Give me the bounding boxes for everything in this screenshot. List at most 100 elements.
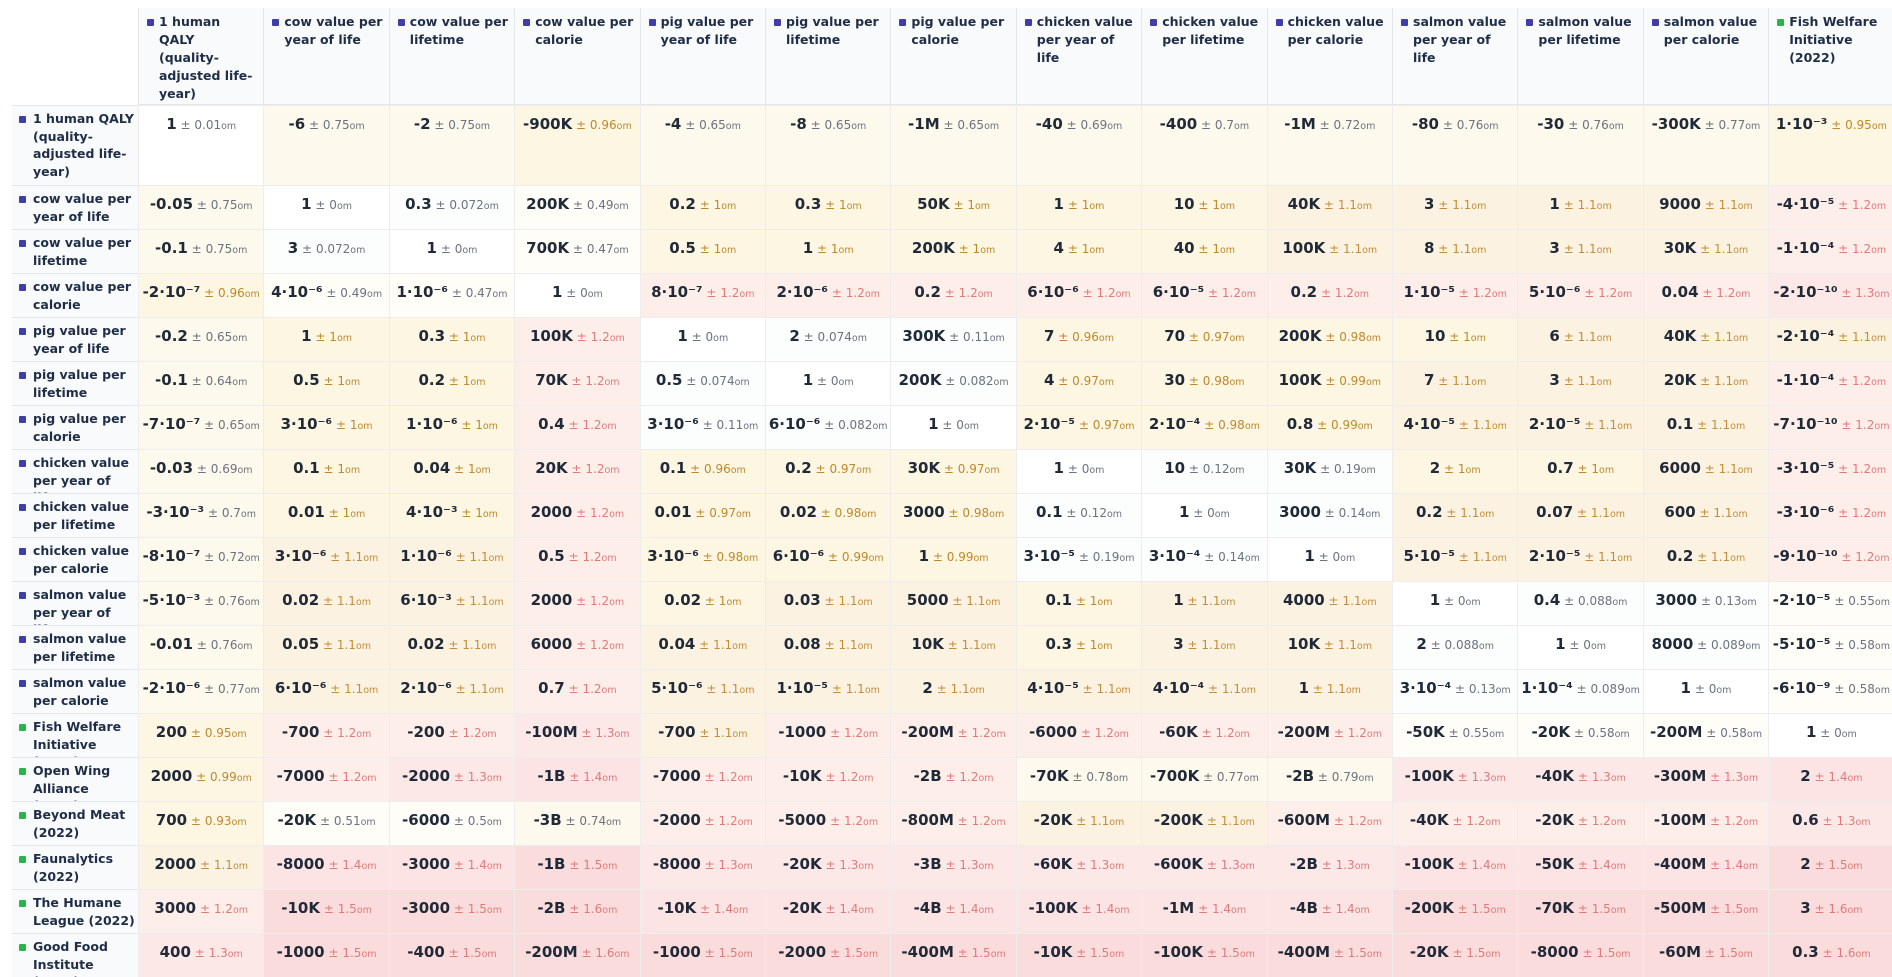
row-header[interactable]: cow value per lifetime: [12, 229, 138, 273]
matrix-cell[interactable]: -2·10⁻⁵ ± 0.55om: [1768, 581, 1892, 625]
matrix-cell[interactable]: -50K ± 0.55om: [1392, 713, 1518, 757]
matrix-cell[interactable]: 0.01 ± 1om: [263, 493, 389, 537]
matrix-cell[interactable]: -100K ± 1.5om: [1141, 933, 1267, 977]
matrix-cell[interactable]: 2 ± 1.5om: [1768, 845, 1892, 889]
matrix-cell[interactable]: -8000 ± 1.3om: [639, 845, 765, 889]
matrix-cell[interactable]: 200K ± 0.49om: [514, 185, 640, 229]
matrix-cell[interactable]: -2B ± 1.6om: [514, 889, 640, 933]
matrix-cell[interactable]: -10K ± 1.5om: [1015, 933, 1142, 977]
matrix-cell[interactable]: 0.2 ± 1om: [639, 185, 765, 229]
matrix-cell[interactable]: 0.2 ± 1.2om: [890, 273, 1016, 317]
matrix-cell[interactable]: -300K ± 0.77om: [1642, 105, 1769, 185]
matrix-cell[interactable]: -300M ± 1.3om: [1642, 757, 1769, 801]
matrix-cell[interactable]: 200K ± 0.082om: [890, 361, 1016, 405]
matrix-cell[interactable]: -70K ± 0.78om: [1015, 757, 1142, 801]
matrix-cell[interactable]: 4·10⁻³ ± 1om: [388, 493, 515, 537]
matrix-cell[interactable]: -100M ± 1.2om: [1642, 801, 1769, 845]
matrix-cell[interactable]: 3·10⁻⁶ ± 0.98om: [639, 537, 765, 581]
matrix-cell[interactable]: -1B ± 1.4om: [514, 757, 640, 801]
matrix-cell[interactable]: 2 ± 1om: [1392, 449, 1518, 493]
matrix-cell[interactable]: 30 ± 0.98om: [1141, 361, 1267, 405]
matrix-cell[interactable]: 0.2 ± 0.97om: [765, 449, 891, 493]
matrix-cell[interactable]: 0.4 ± 0.088om: [1517, 581, 1643, 625]
matrix-cell[interactable]: 0.08 ± 1.1om: [765, 625, 891, 669]
matrix-cell[interactable]: 1·10⁻⁵ ± 1.2om: [1392, 273, 1518, 317]
matrix-cell[interactable]: -100M ± 1.3om: [514, 713, 640, 757]
row-header[interactable]: Open Wing Alliance (2022): [12, 757, 138, 801]
matrix-cell[interactable]: 1 ± 1.1om: [1517, 185, 1643, 229]
column-header[interactable]: pig value per calorie: [890, 8, 1016, 105]
matrix-cell[interactable]: -8000 ± 1.5om: [1517, 933, 1643, 977]
matrix-cell[interactable]: -1B ± 1.5om: [514, 845, 640, 889]
matrix-cell[interactable]: -800M ± 1.2om: [890, 801, 1016, 845]
matrix-cell[interactable]: 5·10⁻⁵ ± 1.1om: [1392, 537, 1518, 581]
matrix-cell[interactable]: 30K ± 1.1om: [1642, 229, 1769, 273]
matrix-cell[interactable]: -5000 ± 1.2om: [765, 801, 891, 845]
matrix-cell[interactable]: 3000 ± 1.2om: [138, 889, 264, 933]
matrix-cell[interactable]: 700 ± 0.93om: [138, 801, 264, 845]
matrix-cell[interactable]: 2 ± 1.1om: [890, 669, 1016, 713]
row-header[interactable]: 1 human QALY (quality-adjusted life-year…: [12, 105, 138, 185]
matrix-cell[interactable]: -7·10⁻⁷ ± 0.65om: [138, 405, 264, 449]
matrix-cell[interactable]: -2·10⁻⁶ ± 0.77om: [138, 669, 264, 713]
matrix-cell[interactable]: -200 ± 1.2om: [388, 713, 515, 757]
matrix-cell[interactable]: -30 ± 0.76om: [1517, 105, 1643, 185]
matrix-cell[interactable]: -900K ± 0.96om: [514, 105, 640, 185]
matrix-cell[interactable]: 0.1 ± 1om: [1015, 581, 1142, 625]
matrix-cell[interactable]: -200K ± 1.5om: [1392, 889, 1518, 933]
matrix-cell[interactable]: 4·10⁻⁵ ± 1.1om: [1392, 405, 1518, 449]
matrix-cell[interactable]: 2·10⁻⁵ ± 1.1om: [1517, 537, 1643, 581]
matrix-cell[interactable]: -2·10⁻⁷ ± 0.96om: [138, 273, 264, 317]
matrix-cell[interactable]: 3·10⁻⁴ ± 0.13om: [1392, 669, 1518, 713]
row-header[interactable]: chicken value per year of life: [12, 449, 138, 493]
matrix-cell[interactable]: 100K ± 0.99om: [1266, 361, 1392, 405]
matrix-cell[interactable]: 2·10⁻⁶ ± 1.1om: [388, 669, 515, 713]
matrix-cell[interactable]: -2000 ± 1.2om: [639, 801, 765, 845]
matrix-cell[interactable]: -1M ± 0.72om: [1266, 105, 1392, 185]
matrix-cell[interactable]: 30K ± 0.19om: [1266, 449, 1392, 493]
matrix-cell[interactable]: -60M ± 1.5om: [1642, 933, 1769, 977]
row-header[interactable]: The Humane League (2022): [12, 889, 138, 933]
matrix-cell[interactable]: 2 ± 0.088om: [1392, 625, 1518, 669]
matrix-cell[interactable]: 200 ± 0.95om: [138, 713, 264, 757]
matrix-cell[interactable]: -0.1 ± 0.64om: [138, 361, 264, 405]
matrix-cell[interactable]: 1 ± 1.1om: [1266, 669, 1392, 713]
matrix-cell[interactable]: 0.07 ± 1.1om: [1517, 493, 1643, 537]
column-header[interactable]: cow value per year of life: [263, 8, 389, 105]
matrix-cell[interactable]: -2B ± 1.2om: [890, 757, 1016, 801]
matrix-cell[interactable]: -60K ± 1.3om: [1015, 845, 1142, 889]
matrix-cell[interactable]: 0.3 ± 1om: [765, 185, 891, 229]
matrix-cell[interactable]: 1·10⁻⁴ ± 0.089om: [1517, 669, 1643, 713]
matrix-cell[interactable]: -4·10⁻⁵ ± 1.2om: [1768, 185, 1892, 229]
matrix-cell[interactable]: 0.02 ± 1.1om: [263, 581, 389, 625]
matrix-cell[interactable]: -200M ± 1.2om: [1266, 713, 1392, 757]
row-header[interactable]: Beyond Meat (2022): [12, 801, 138, 845]
matrix-cell[interactable]: -7000 ± 1.2om: [263, 757, 389, 801]
matrix-cell[interactable]: 3·10⁻⁴ ± 0.14om: [1141, 537, 1267, 581]
matrix-cell[interactable]: 6·10⁻⁵ ± 1.2om: [1141, 273, 1267, 317]
matrix-cell[interactable]: 0.1 ± 1.1om: [1642, 405, 1769, 449]
matrix-cell[interactable]: 2000 ± 0.99om: [138, 757, 264, 801]
matrix-cell[interactable]: 70K ± 1.2om: [514, 361, 640, 405]
matrix-cell[interactable]: 1 ± 1om: [1015, 185, 1142, 229]
matrix-cell[interactable]: 4000 ± 1.1om: [1266, 581, 1392, 625]
matrix-cell[interactable]: -60K ± 1.2om: [1141, 713, 1267, 757]
column-header[interactable]: chicken value per calorie: [1266, 8, 1392, 105]
row-header[interactable]: cow value per year of life: [12, 185, 138, 229]
matrix-cell[interactable]: -3·10⁻⁶ ± 1.2om: [1768, 493, 1892, 537]
matrix-cell[interactable]: 3·10⁻⁶ ± 1.1om: [263, 537, 389, 581]
matrix-cell[interactable]: -400M ± 1.5om: [1266, 933, 1392, 977]
matrix-cell[interactable]: -20K ± 1.2om: [1517, 801, 1643, 845]
matrix-cell[interactable]: -400 ± 1.5om: [388, 933, 515, 977]
matrix-cell[interactable]: -0.03 ± 0.69om: [138, 449, 264, 493]
matrix-cell[interactable]: 2·10⁻⁵ ± 0.97om: [1015, 405, 1142, 449]
matrix-cell[interactable]: 10 ± 1om: [1141, 185, 1267, 229]
matrix-cell[interactable]: -40K ± 1.2om: [1392, 801, 1518, 845]
column-header[interactable]: 1 human QALY (quality-adjusted life-year…: [138, 8, 264, 105]
matrix-cell[interactable]: 1 ± 0om: [1141, 493, 1267, 537]
matrix-cell[interactable]: 5·10⁻⁶ ± 1.2om: [1517, 273, 1643, 317]
matrix-cell[interactable]: 5000 ± 1.1om: [890, 581, 1016, 625]
matrix-cell[interactable]: 6 ± 1.1om: [1517, 317, 1643, 361]
matrix-cell[interactable]: -6·10⁻⁹ ± 0.58om: [1768, 669, 1892, 713]
matrix-cell[interactable]: -600K ± 1.3om: [1141, 845, 1267, 889]
